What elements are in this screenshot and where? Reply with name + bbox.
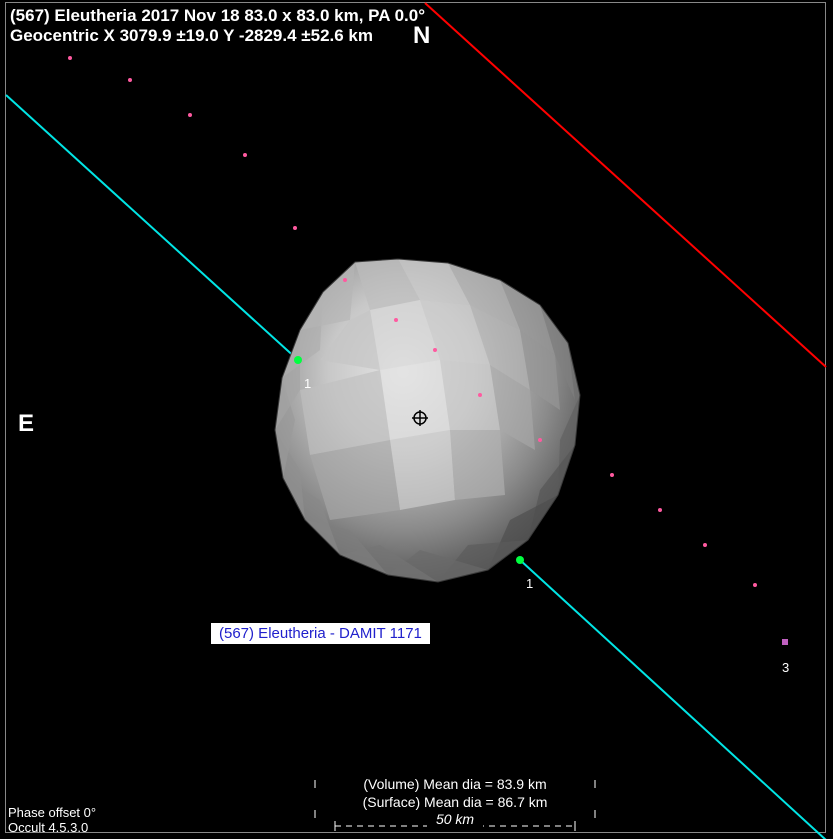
plot-stage: 50 km (567) Eleutheria 2017 Nov 18 83.0 …	[0, 0, 833, 839]
plot-frame	[5, 2, 826, 833]
